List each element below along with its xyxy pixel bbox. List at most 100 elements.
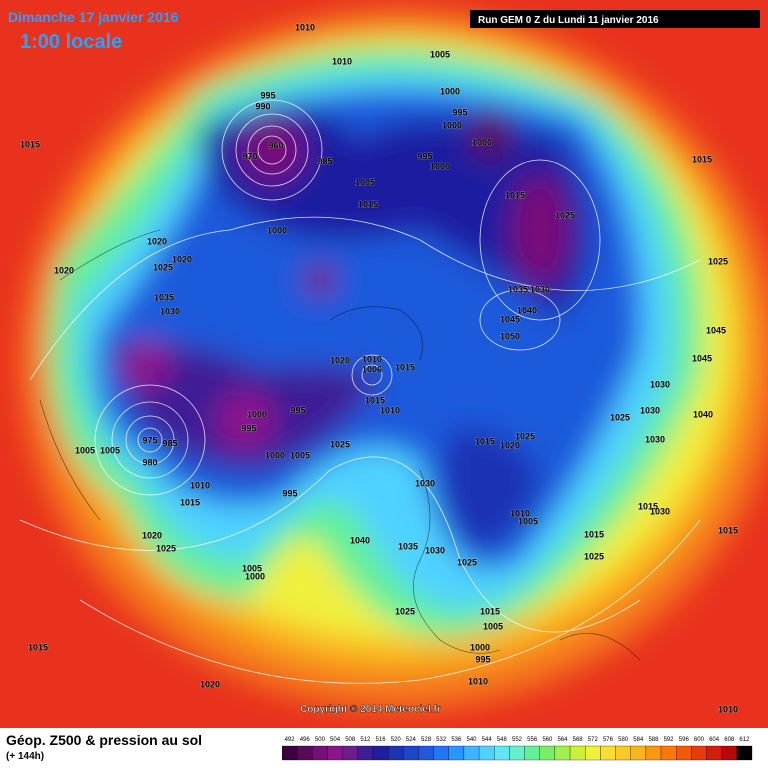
isobar-label: 1035 bbox=[398, 541, 418, 551]
scale-label: 604 bbox=[709, 737, 720, 743]
scale-swatch bbox=[630, 745, 647, 761]
isobar-label: 1015 bbox=[638, 501, 658, 511]
isobar-label: 1025 bbox=[330, 439, 350, 449]
scale-label: 540 bbox=[467, 737, 478, 743]
isobar-label: 995 bbox=[282, 488, 297, 498]
scale-swatch bbox=[645, 745, 662, 761]
isobar-label: 1015 bbox=[395, 362, 415, 372]
isobar-label: 1015 bbox=[180, 497, 200, 507]
isobar-label: 1010 bbox=[190, 480, 210, 490]
isobar-label: 1006 bbox=[362, 364, 382, 374]
isobar-label: 1010 bbox=[718, 704, 738, 714]
scale-swatch bbox=[478, 745, 495, 761]
isobar-label: 1020 bbox=[172, 254, 192, 264]
isobar-label: 1010 bbox=[510, 508, 530, 518]
scale-swatch bbox=[615, 745, 631, 761]
isobar-label: 1020 bbox=[500, 440, 520, 450]
scale-swatch bbox=[691, 745, 707, 761]
isobar-label: 995 bbox=[452, 107, 467, 117]
isobar-label: 990 bbox=[255, 101, 270, 111]
isobar-label: 1015 bbox=[20, 139, 40, 149]
scale-swatch bbox=[282, 745, 298, 761]
copyright: Copyright © 2014 Meteociel.fr bbox=[300, 704, 441, 715]
isobar-label: 1000 bbox=[267, 225, 287, 235]
isobar-label: 995 bbox=[260, 90, 275, 100]
geopotential-field bbox=[20, 10, 768, 710]
scale-label: 552 bbox=[512, 737, 523, 743]
scale-label: 572 bbox=[588, 737, 599, 743]
isobar-label: 1030 bbox=[650, 506, 670, 516]
scale-swatch bbox=[524, 745, 540, 761]
scale-label: 508 bbox=[345, 737, 356, 743]
color-scale: 492 496 500 504 508 512 516 520 524 528 532 536 540 5… bbox=[282, 737, 753, 761]
scale-swatch bbox=[342, 745, 358, 761]
isobar-label: 975 bbox=[142, 435, 157, 445]
scale-swatch bbox=[327, 745, 343, 761]
scale-label: 560 bbox=[542, 737, 553, 743]
isobar-label: 970 bbox=[242, 151, 257, 161]
scale-label: 504 bbox=[330, 737, 341, 743]
scale-label: 520 bbox=[391, 737, 402, 743]
isobar-label: 1010 bbox=[380, 405, 400, 415]
isobar-label: 1005 bbox=[483, 621, 503, 631]
scale-label: 532 bbox=[436, 737, 447, 743]
scale-swatch bbox=[357, 745, 374, 761]
scale-label: 580 bbox=[618, 737, 629, 743]
run-info: Run GEM 0 Z du Lundi 11 janvier 2016 bbox=[478, 15, 659, 26]
isobar-label: 1045 bbox=[500, 314, 520, 324]
scale-label: 564 bbox=[557, 737, 568, 743]
isobar-label: 995 bbox=[241, 423, 256, 433]
scale-swatch bbox=[554, 745, 571, 761]
scale-swatch bbox=[297, 745, 313, 761]
isobar-label: 1005 bbox=[75, 445, 95, 455]
isobar-label: 985 bbox=[162, 438, 177, 448]
scale-label: 496 bbox=[300, 737, 311, 743]
isobar-label: 980 bbox=[142, 457, 157, 467]
isobar-label: 1015 bbox=[692, 154, 712, 164]
footer-lead: (+ 144h) bbox=[6, 751, 45, 762]
isobar-label: 985 bbox=[317, 156, 332, 166]
date: Dimanche 17 janvier 2016 bbox=[8, 9, 179, 25]
scale-swatch bbox=[403, 745, 419, 761]
isobar-label: 1000 bbox=[265, 450, 285, 460]
scale-label: 612 bbox=[739, 737, 750, 743]
isobar-label: 1015 bbox=[480, 606, 500, 616]
local-time: 1:00 locale bbox=[20, 31, 122, 53]
run-box bbox=[470, 10, 760, 28]
isobar-label: 1020 bbox=[200, 679, 220, 689]
scale-label: 548 bbox=[497, 737, 508, 743]
isobar-label: 1030 bbox=[425, 545, 445, 555]
scale-label: 608 bbox=[724, 737, 735, 743]
scale-label: 556 bbox=[527, 737, 538, 743]
isobar-label: 995 bbox=[417, 151, 432, 161]
scale-swatch bbox=[569, 745, 586, 761]
isobar-label: 1015 bbox=[28, 642, 48, 652]
scale-label: 544 bbox=[482, 737, 493, 743]
isobar-label: 1020 bbox=[54, 265, 74, 275]
scale-label: 592 bbox=[664, 737, 675, 743]
scale-label: 568 bbox=[573, 737, 584, 743]
scale-swatch bbox=[463, 745, 480, 761]
isobar-label: 1000 bbox=[430, 161, 450, 171]
isobar-label: 995 bbox=[290, 405, 305, 415]
isobar-label: 1000 bbox=[245, 571, 265, 581]
isobar-label: 1030 bbox=[160, 306, 180, 316]
scale-swatch bbox=[372, 745, 389, 761]
isobar-label: 1035 bbox=[154, 292, 174, 302]
isobar-label: 1000 bbox=[247, 409, 267, 419]
isobar-label: 1015 bbox=[475, 436, 495, 446]
scale-swatch bbox=[539, 745, 556, 761]
footer-title: Géop. Z500 & pression au sol bbox=[6, 732, 203, 748]
isobar-label: 1005 bbox=[100, 445, 120, 455]
scale-swatch bbox=[448, 745, 465, 761]
scale-swatch bbox=[433, 745, 449, 761]
isobar-label: 1025 bbox=[457, 557, 477, 567]
isobar-label: 1025 bbox=[156, 543, 176, 553]
scale-swatch bbox=[736, 745, 753, 761]
scale-label: 492 bbox=[285, 737, 296, 743]
isobar-label: 1040 bbox=[350, 535, 370, 545]
isobar-label: 1050 bbox=[500, 331, 520, 341]
isobar-label: 1030 bbox=[415, 478, 435, 488]
isobar-label: 1015 bbox=[358, 199, 378, 209]
isobars bbox=[19, 99, 701, 684]
